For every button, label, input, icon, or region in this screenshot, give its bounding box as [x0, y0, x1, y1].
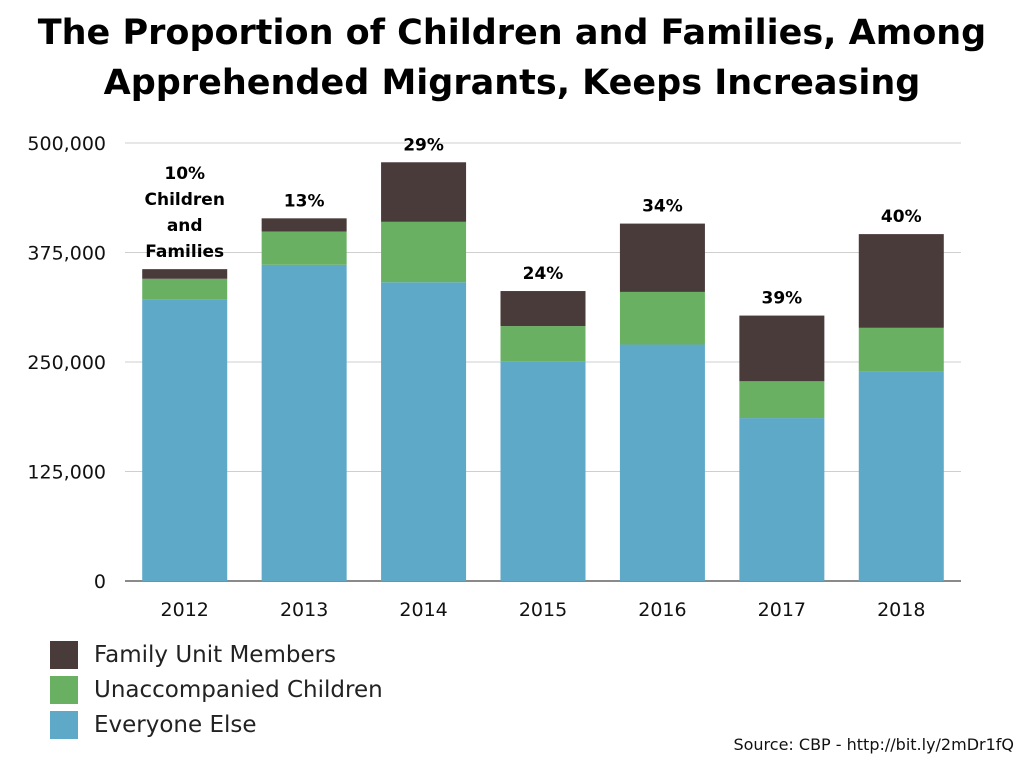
- bar-label: Children: [145, 190, 225, 210]
- x-axis-ticks: 2012 2013 2014 2015 2016 2017 2018: [161, 599, 926, 621]
- legend-item-everyone-else: Everyone Else: [50, 707, 383, 742]
- bar-label: 10%: [164, 164, 205, 184]
- chart-title-line-2: Apprehended Migrants, Keeps Increasing: [103, 63, 921, 103]
- legend-label: Family Unit Members: [94, 641, 337, 668]
- bar-unaccompanied-children-2012: [142, 278, 228, 300]
- x-tick-label: 2015: [519, 599, 567, 621]
- bar-family-unit-members-2016: [619, 223, 705, 292]
- legend-swatch-everyone-else: [50, 710, 78, 739]
- bar-family-unit-members-2015: [500, 291, 586, 327]
- y-tick-label: 500,000: [27, 133, 106, 155]
- bar-unaccompanied-children-2016: [619, 291, 705, 345]
- bar-family-unit-members-2012: [142, 269, 228, 279]
- x-tick-label: 2018: [877, 599, 925, 621]
- bar-label: 29%: [403, 135, 444, 155]
- bar-label: 40%: [881, 207, 922, 227]
- legend-label: Everyone Else: [94, 711, 257, 738]
- bar-labels: 10% Children and Families 13% 29% 24% 34% 39% 40%: [145, 135, 922, 308]
- y-tick-label: 375,000: [27, 243, 106, 265]
- bar-family-unit-members-2014: [381, 162, 467, 222]
- legend-label: Unaccompanied Children: [94, 676, 383, 703]
- bar-family-unit-members-2013: [261, 218, 347, 232]
- bar-everyone-else-2013: [261, 264, 347, 581]
- y-tick-label: 250,000: [27, 352, 106, 374]
- chart-title-line-1: The Proportion of Children and Families,…: [37, 13, 987, 53]
- bar-label: 24%: [523, 264, 564, 284]
- bar-unaccompanied-children-2015: [500, 326, 586, 362]
- bar-label: and: [167, 216, 203, 236]
- bar-everyone-else-2018: [858, 371, 944, 581]
- x-tick-label: 2013: [280, 599, 328, 621]
- bar-family-unit-members-2018: [858, 234, 944, 328]
- bar-everyone-else-2016: [619, 344, 705, 581]
- bar-everyone-else-2012: [142, 299, 228, 581]
- bar-unaccompanied-children-2017: [739, 381, 825, 419]
- x-tick-label: 2012: [161, 599, 209, 621]
- bar-everyone-else-2015: [500, 361, 586, 581]
- legend-item-family-unit-members: Family Unit Members: [50, 637, 383, 672]
- bar-everyone-else-2017: [739, 418, 825, 581]
- bar-label: Families: [145, 242, 224, 262]
- bar-label: 13%: [284, 191, 325, 211]
- bar-family-unit-members-2017: [739, 315, 825, 382]
- x-tick-label: 2016: [638, 599, 686, 621]
- bars: [142, 162, 944, 581]
- y-tick-label: 125,000: [27, 462, 106, 484]
- bar-unaccompanied-children-2014: [381, 221, 467, 283]
- source-note: Source: CBP - http://bit.ly/2mDr1fQ: [733, 735, 1014, 754]
- y-tick-label: 0: [94, 571, 106, 593]
- legend: Family Unit Members Unaccompanied Childr…: [50, 637, 383, 742]
- x-tick-label: 2017: [758, 599, 806, 621]
- bar-unaccompanied-children-2018: [858, 327, 944, 372]
- legend-item-unaccompanied-children: Unaccompanied Children: [50, 672, 383, 707]
- bar-label: 34%: [642, 197, 683, 217]
- legend-swatch-family-unit-members: [50, 640, 78, 669]
- bar-label: 39%: [762, 289, 803, 309]
- x-tick-label: 2014: [399, 599, 447, 621]
- bar-unaccompanied-children-2013: [261, 231, 347, 265]
- legend-swatch-unaccompanied-children: [50, 675, 78, 704]
- bar-everyone-else-2014: [381, 282, 467, 581]
- y-axis-ticks: 0 125,000 250,000 375,000 500,000: [27, 133, 106, 593]
- chart-title: The Proportion of Children and Families,…: [0, 8, 1024, 108]
